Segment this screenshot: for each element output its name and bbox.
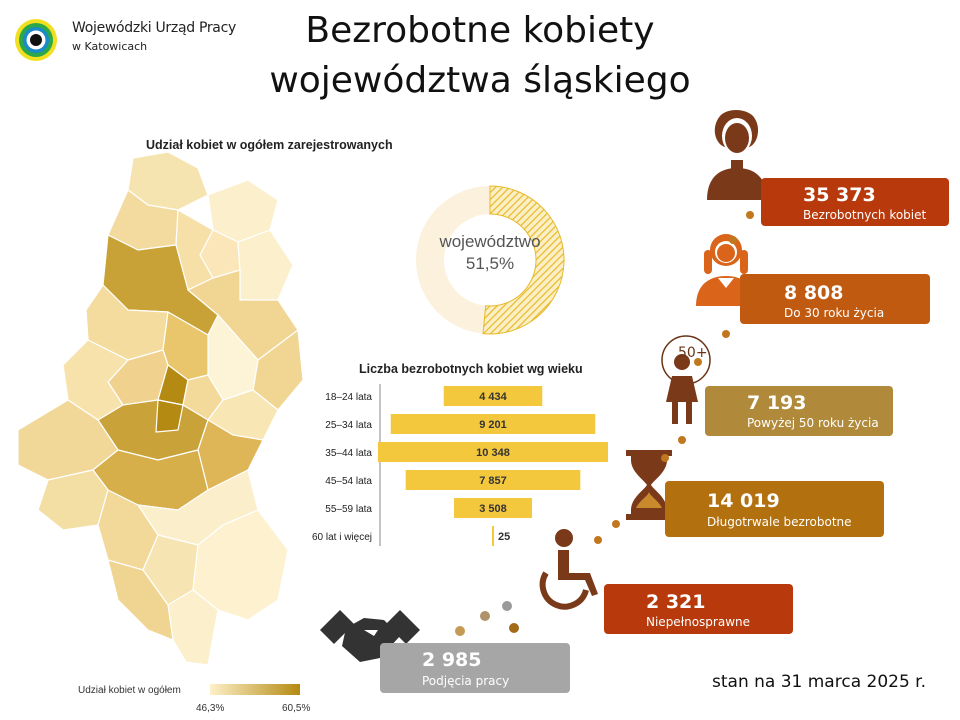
age-bar [378, 442, 608, 462]
stat-value: 2 321 [646, 591, 706, 613]
age-bar [390, 414, 596, 434]
map-district [107, 559, 174, 641]
age-bar [405, 470, 581, 490]
stat-box-disabled: 2 321 Niepełnosprawne [604, 584, 793, 634]
age-bar [454, 498, 532, 518]
age-chart-title: Liczba bezrobotnych kobiet wg wieku [359, 362, 583, 376]
age-value-label: 7 857 [479, 475, 507, 487]
connector-dots [455, 211, 754, 636]
logo-icon [15, 19, 57, 61]
legend-title: Udział kobiet w ogółem [78, 685, 181, 696]
age-value-label: 25 [498, 531, 510, 543]
region-map [17, 151, 304, 666]
stat-box-long-term: 14 019 Długotrwale bezrobotne [665, 481, 884, 537]
stat-box-under-30: 8 808 Do 30 roku życia [740, 274, 930, 324]
age-value-label: 10 348 [476, 447, 510, 459]
icon-layer: 50+ [320, 110, 767, 662]
age-value-label: 3 508 [479, 503, 507, 515]
woman-icon [707, 110, 767, 200]
wheelchair-icon [539, 529, 598, 610]
age-value-label: 4 434 [479, 391, 507, 403]
donut-share-arc [482, 185, 565, 335]
stat-value: 8 808 [784, 282, 844, 304]
stat-value: 7 193 [747, 392, 807, 414]
page-title-line1: Bezrobotne kobiety [305, 10, 655, 51]
stat-box-over-50: 7 193 Powyżej 50 roku życia [705, 386, 893, 436]
woman-50plus-icon [661, 335, 711, 424]
donut-label: województwo [439, 232, 541, 251]
stat-label: Niepełnosprawne [646, 615, 751, 629]
map-district [155, 399, 184, 433]
handshake-icon [320, 610, 420, 662]
map-title: Udział kobiet w ogółem zarejestrowanych [146, 138, 393, 152]
map-district [237, 229, 294, 301]
legend-max: 60,5% [282, 703, 311, 714]
org-name: Wojewódzki Urząd Pracy [72, 20, 236, 36]
age-bar [443, 386, 543, 406]
legend-min: 46,3% [196, 703, 225, 714]
age-category-label: 55–59 lata [325, 504, 372, 515]
age-category-label: 60 lat i więcej [312, 532, 372, 543]
stat-value: 2 985 [422, 649, 482, 671]
stat-label: Powyżej 50 roku życia [747, 416, 879, 430]
age-category-label: 35–44 lata [325, 448, 372, 459]
age-category-label: 25–34 lata [325, 420, 372, 431]
legend-gradient [210, 684, 300, 695]
age-category-label: 45–54 lata [325, 476, 372, 487]
hourglass-icon [626, 450, 672, 520]
stat-label: Długotrwale bezrobotne [707, 515, 852, 529]
stat-box-unemployed-women: 35 373 Bezrobotnych kobiet [761, 178, 949, 226]
stat-value: 35 373 [803, 184, 876, 206]
age-category-label: 18–24 lata [325, 392, 372, 403]
age-bar [492, 526, 494, 546]
page-title-line2: województwa śląskiego [269, 60, 691, 101]
badge-50plus: 50+ [678, 345, 708, 361]
stat-label: Do 30 roku życia [784, 306, 885, 320]
age-value-label: 9 201 [479, 419, 507, 431]
org-city: w Katowicach [72, 40, 148, 53]
stat-label: Podjęcia pracy [422, 674, 510, 688]
donut-value: 51,5% [465, 254, 515, 273]
share-donut [416, 185, 565, 335]
stat-value: 14 019 [707, 490, 780, 512]
stat-label: Bezrobotnych kobiet [803, 208, 927, 222]
date-note: stan na 31 marca 2025 r. [712, 672, 927, 692]
stat-box-job-starts: 2 985 Podjęcia pracy [380, 643, 570, 693]
age-bar-chart: 18–24 lata 4 434 25–34 lata 9 201 35–44 lata… [312, 384, 608, 546]
